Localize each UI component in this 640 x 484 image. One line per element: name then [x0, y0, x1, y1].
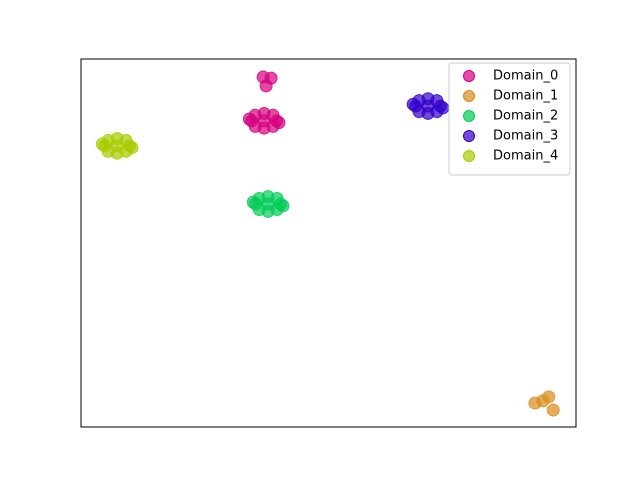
legend-label: Domain_0 — [493, 69, 558, 84]
legend-label: Domain_4 — [493, 149, 558, 164]
plot-frame — [80, 58, 577, 428]
legend-marker — [463, 150, 475, 162]
point — [276, 199, 290, 213]
point — [546, 403, 560, 417]
point — [242, 112, 256, 126]
legend-label: Domain_1 — [493, 89, 558, 104]
point — [272, 116, 286, 130]
legend-box — [448, 62, 571, 176]
legend-marker — [463, 130, 475, 142]
point — [436, 101, 450, 115]
legend-marker — [463, 90, 475, 102]
point — [95, 137, 109, 151]
legend-marker — [463, 70, 475, 82]
legend-label: Domain_2 — [493, 109, 558, 124]
point — [125, 141, 139, 155]
legend-label: Domain_3 — [493, 129, 558, 144]
point — [246, 195, 260, 209]
point — [259, 79, 273, 93]
point — [406, 97, 420, 111]
legend-marker — [463, 110, 475, 122]
point — [542, 390, 556, 404]
